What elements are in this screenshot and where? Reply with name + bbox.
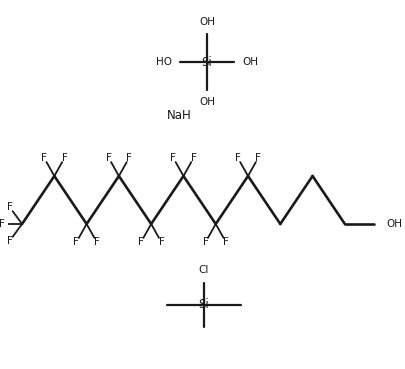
Text: Si: Si: [198, 299, 209, 311]
Text: F: F: [255, 153, 260, 163]
Text: OH: OH: [241, 57, 258, 67]
Text: F: F: [222, 237, 228, 247]
Text: F: F: [7, 236, 13, 246]
Text: HO: HO: [156, 57, 171, 67]
Text: F: F: [158, 237, 164, 247]
Text: F: F: [62, 153, 67, 163]
Text: F: F: [73, 237, 79, 247]
Text: F: F: [41, 153, 47, 163]
Text: Si: Si: [201, 55, 212, 69]
Text: F: F: [138, 237, 143, 247]
Text: OH: OH: [385, 219, 401, 229]
Text: NaH: NaH: [167, 108, 192, 121]
Text: F: F: [94, 237, 100, 247]
Text: F: F: [0, 219, 4, 229]
Text: F: F: [190, 153, 196, 163]
Text: Cl: Cl: [198, 265, 209, 275]
Text: F: F: [234, 153, 240, 163]
Text: F: F: [126, 153, 132, 163]
Text: OH: OH: [198, 17, 214, 27]
Text: F: F: [7, 202, 13, 212]
Text: F: F: [202, 237, 208, 247]
Text: OH: OH: [198, 97, 214, 107]
Text: F: F: [170, 153, 176, 163]
Text: F: F: [105, 153, 111, 163]
